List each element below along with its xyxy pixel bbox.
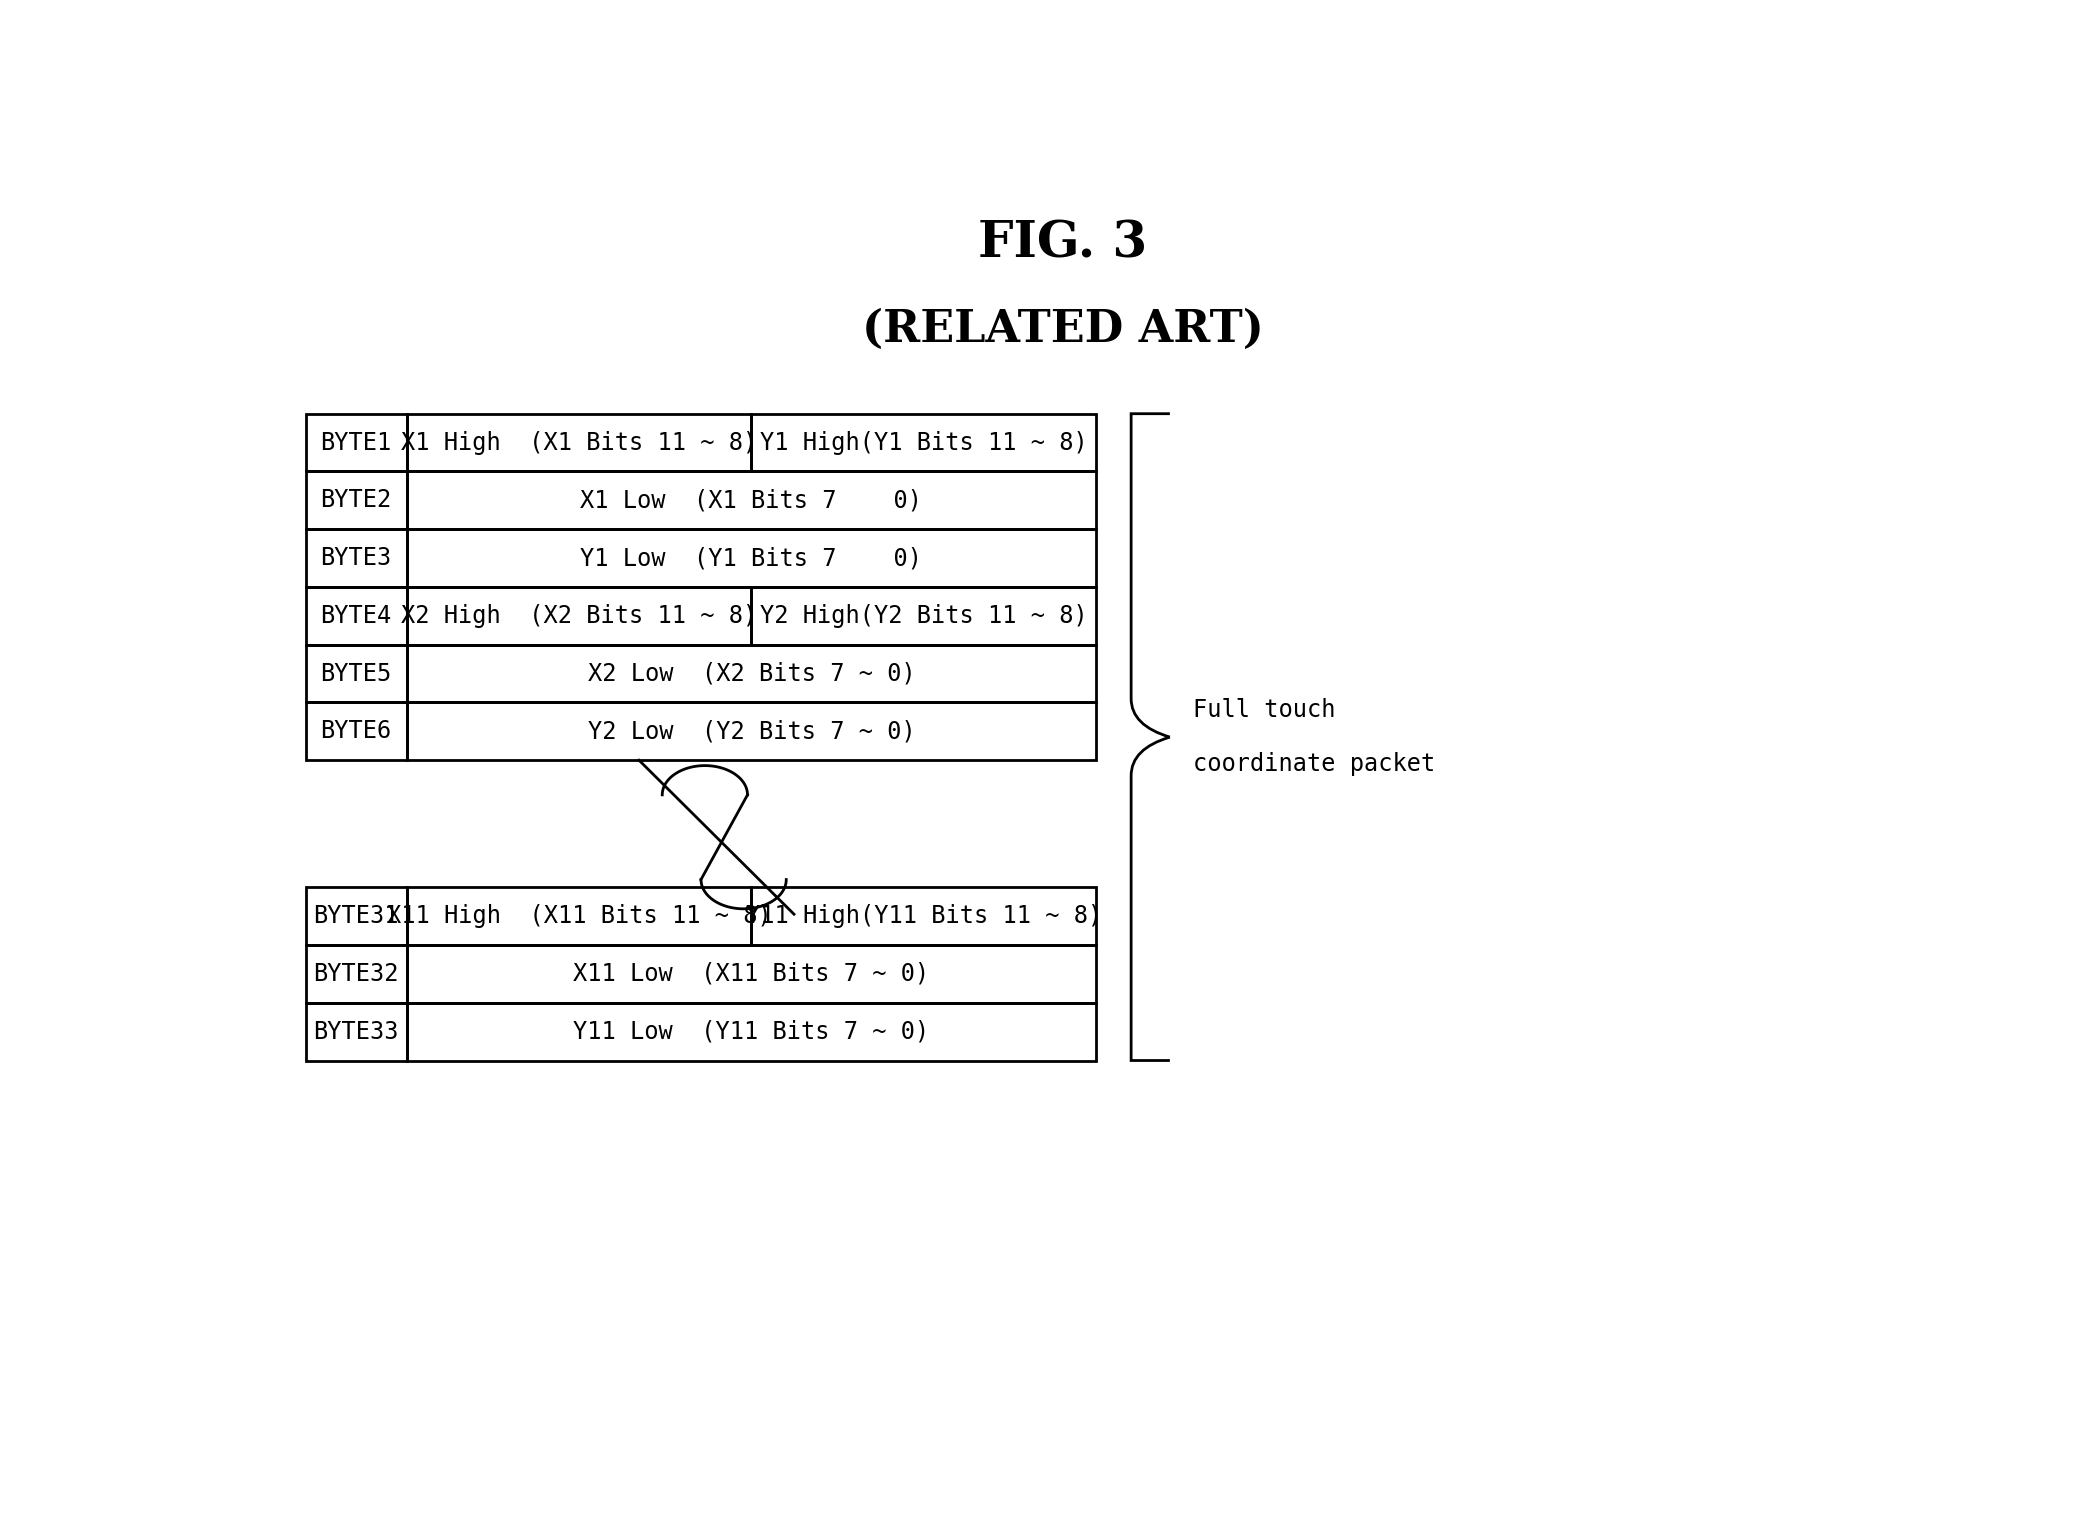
Bar xyxy=(751,587,1097,645)
Text: BYTE33: BYTE33 xyxy=(313,1020,398,1044)
Text: X11 High  (X11 Bits 11 ~ 8): X11 High (X11 Bits 11 ~ 8) xyxy=(386,904,772,928)
Bar xyxy=(407,702,1097,760)
Text: (RELATED ART): (RELATED ART) xyxy=(863,307,1263,350)
Text: BYTE3: BYTE3 xyxy=(321,546,392,570)
Bar xyxy=(305,645,407,702)
Text: X11 Low  (X11 Bits 7 ~ 0): X11 Low (X11 Bits 7 ~ 0) xyxy=(572,962,929,986)
Text: X1 Low  (X1 Bits 7    0): X1 Low (X1 Bits 7 0) xyxy=(581,488,923,512)
Bar xyxy=(407,945,1097,1003)
Text: X1 High  (X1 Bits 11 ~ 8): X1 High (X1 Bits 11 ~ 8) xyxy=(400,431,757,454)
Text: Y2 Low  (Y2 Bits 7 ~ 0): Y2 Low (Y2 Bits 7 ~ 0) xyxy=(587,719,915,743)
Text: Full touch: Full touch xyxy=(1193,699,1336,722)
Text: Y1 High(Y1 Bits 11 ~ 8): Y1 High(Y1 Bits 11 ~ 8) xyxy=(759,431,1087,454)
Bar xyxy=(407,471,1097,529)
Bar xyxy=(751,887,1097,945)
Bar xyxy=(305,702,407,760)
Text: Y2 High(Y2 Bits 11 ~ 8): Y2 High(Y2 Bits 11 ~ 8) xyxy=(759,604,1087,628)
Bar xyxy=(305,587,407,645)
Bar xyxy=(305,471,407,529)
Text: BYTE32: BYTE32 xyxy=(313,962,398,986)
Text: X2 High  (X2 Bits 11 ~ 8): X2 High (X2 Bits 11 ~ 8) xyxy=(400,604,757,628)
Bar xyxy=(305,414,407,471)
Text: Y11 Low  (Y11 Bits 7 ~ 0): Y11 Low (Y11 Bits 7 ~ 0) xyxy=(572,1020,929,1044)
Bar xyxy=(305,945,407,1003)
Bar xyxy=(751,414,1097,471)
Bar xyxy=(407,887,751,945)
Text: FIG. 3: FIG. 3 xyxy=(979,220,1147,269)
Text: BYTE5: BYTE5 xyxy=(321,662,392,685)
Text: Y1 Low  (Y1 Bits 7    0): Y1 Low (Y1 Bits 7 0) xyxy=(581,546,923,570)
Bar xyxy=(305,529,407,587)
Text: Y11 High(Y11 Bits 11 ~ 8): Y11 High(Y11 Bits 11 ~ 8) xyxy=(747,904,1101,928)
Text: coordinate packet: coordinate packet xyxy=(1193,752,1435,777)
Text: X2 Low  (X2 Bits 7 ~ 0): X2 Low (X2 Bits 7 ~ 0) xyxy=(587,662,915,685)
Bar xyxy=(407,587,751,645)
Bar xyxy=(305,887,407,945)
Bar xyxy=(305,1003,407,1061)
Bar xyxy=(407,414,751,471)
Text: BYTE2: BYTE2 xyxy=(321,488,392,512)
Text: BYTE1: BYTE1 xyxy=(321,431,392,454)
Text: BYTE4: BYTE4 xyxy=(321,604,392,628)
Text: BYTE31: BYTE31 xyxy=(313,904,398,928)
Bar xyxy=(407,645,1097,702)
Text: BYTE6: BYTE6 xyxy=(321,719,392,743)
Bar xyxy=(407,529,1097,587)
Bar xyxy=(407,1003,1097,1061)
